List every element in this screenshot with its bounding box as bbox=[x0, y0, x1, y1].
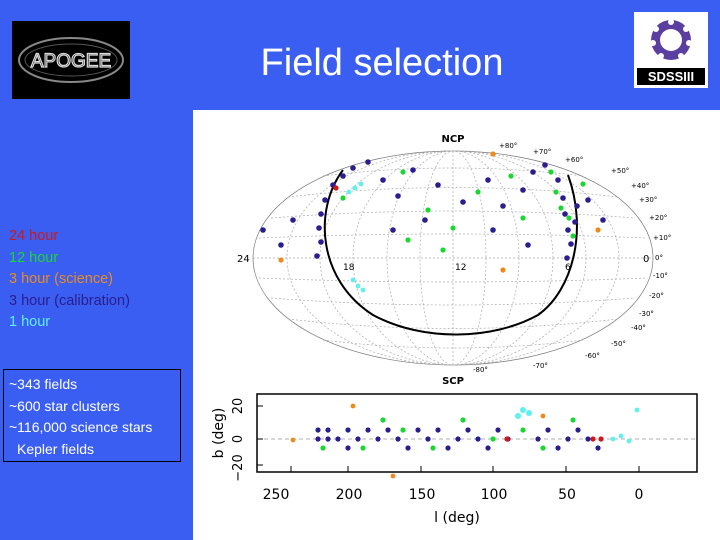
dec-label: +50° bbox=[611, 167, 629, 175]
stats-box: ~343 fields ~600 star clusters ~116,000 … bbox=[3, 369, 181, 462]
apogee-logo: APOGEE bbox=[12, 21, 130, 99]
aitoff-grid bbox=[252, 150, 654, 366]
x-tick-label: 250 bbox=[263, 487, 290, 503]
dec-label: -30° bbox=[639, 310, 654, 318]
field-map-svg: NCP SCP 24 0 18 12 6 +50° +40° +30° +20°… bbox=[211, 134, 698, 526]
x-tick-label: 200 bbox=[336, 487, 363, 503]
strip-dots bbox=[290, 403, 640, 479]
sky-field-dots bbox=[260, 151, 606, 293]
dec-label: +60° bbox=[565, 156, 583, 164]
stat-science-stars: ~116,000 science stars bbox=[9, 419, 153, 435]
ncp-label: NCP bbox=[441, 134, 464, 145]
dec-label: -40° bbox=[631, 324, 646, 332]
stat-kepler-fields: Kepler fields bbox=[17, 440, 95, 457]
ra-left-label: 24 bbox=[237, 254, 250, 265]
x-tick-label: 150 bbox=[409, 487, 436, 503]
dec-label: -60° bbox=[585, 352, 600, 360]
dec-label: 0° bbox=[655, 254, 663, 262]
dec-label: -10° bbox=[653, 272, 668, 280]
stat-fields: ~343 fields bbox=[9, 376, 78, 392]
legend-item-3-hour-science: 3 hour (science) bbox=[9, 271, 113, 287]
y-tick-label: 0 bbox=[231, 435, 246, 443]
stat-star-clusters: ~600 star clusters bbox=[9, 397, 120, 414]
galactic-plane-curve bbox=[323, 169, 578, 336]
legend-item-1-hour: 1 hour bbox=[9, 314, 51, 330]
y-tick-label: −20 bbox=[231, 454, 246, 481]
dec-label: -70° bbox=[533, 362, 548, 370]
ra-label-18: 18 bbox=[343, 263, 355, 273]
dec-label: +40° bbox=[631, 182, 649, 190]
dec-label: -50° bbox=[611, 340, 626, 348]
legend-item-24-hour: 24 hour bbox=[9, 228, 59, 244]
sdss-logo-text: SDSSIII bbox=[648, 69, 694, 84]
ra-label-6: 6 bbox=[565, 263, 571, 273]
dec-label: +70° bbox=[533, 148, 551, 156]
ra-label-12: 12 bbox=[455, 263, 466, 273]
y-tick-label: 20 bbox=[231, 398, 246, 415]
scp-label: SCP bbox=[442, 376, 464, 387]
legend-item-12-hour: 12 hour bbox=[9, 249, 59, 266]
color-legend: 24 hour 12 hour 3 hour (science) 3 hour … bbox=[9, 226, 130, 334]
strip-y-axis-label: b (deg) bbox=[211, 408, 227, 459]
strip-panel: 250 200 150 100 50 0 l (deg) 20 0 −20 b … bbox=[211, 393, 698, 526]
sdss-logo: SDSSIII bbox=[634, 12, 708, 88]
dec-label: +10° bbox=[653, 234, 671, 242]
x-tick-label: 50 bbox=[558, 487, 576, 503]
dec-label: -20° bbox=[649, 292, 664, 300]
x-tick-label: 0 bbox=[635, 487, 644, 503]
dec-label: +30° bbox=[639, 196, 657, 204]
dec-label: +20° bbox=[649, 214, 667, 222]
legend-item-3-hour-calibration: 3 hour (calibration) bbox=[9, 292, 130, 309]
x-tick-label: 100 bbox=[481, 487, 508, 503]
field-map-figure: NCP SCP 24 0 18 12 6 +50° +40° +30° +20°… bbox=[193, 110, 720, 540]
slide-title: Field selection bbox=[260, 42, 504, 84]
dec-label: +80° bbox=[499, 142, 517, 150]
strip-x-axis-label: l (deg) bbox=[434, 510, 480, 526]
dec-label: -80° bbox=[473, 366, 488, 374]
apogee-logo-text: APOGEE bbox=[31, 51, 111, 72]
ra-right-label: 0 bbox=[643, 254, 649, 265]
